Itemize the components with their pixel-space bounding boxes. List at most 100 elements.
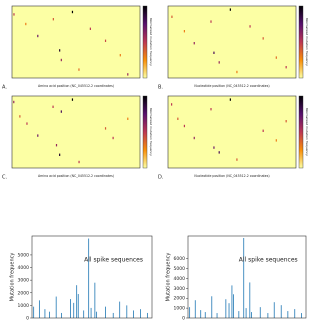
- colorbar: [142, 95, 148, 169]
- axes-frame: [167, 5, 297, 79]
- bar: [112, 312, 114, 318]
- y-tick-label: 2000: [18, 290, 30, 296]
- bar: [225, 299, 227, 318]
- heatmap-cell: [229, 98, 231, 101]
- plot-label: All spike sequences: [239, 257, 298, 264]
- bar: [44, 309, 46, 318]
- colorbar-label: Normalized mutation frequency: [305, 108, 309, 156]
- heatmap-cell: [285, 66, 287, 69]
- bar: [73, 302, 75, 318]
- heatmap-cell: [52, 18, 54, 21]
- bar: [76, 285, 78, 318]
- bar: [38, 300, 40, 318]
- plot-label: All spike sequences: [84, 257, 143, 264]
- bar: [249, 282, 251, 318]
- bar: [194, 300, 196, 318]
- bar: [146, 312, 148, 318]
- heatmap-cell: [285, 120, 287, 123]
- heatmap-background: [12, 96, 140, 168]
- colorbar: [298, 5, 304, 79]
- heatmap-cell: [37, 34, 39, 38]
- bar: [267, 313, 269, 318]
- panel-label: C.: [2, 175, 7, 181]
- bar: [294, 309, 296, 318]
- x-axis-label: Nucleotide position (NC_045512.2 coordin…: [194, 84, 269, 88]
- bar: [126, 305, 128, 318]
- heatmap-cell: [13, 13, 15, 16]
- x-axis-label: Nucleotide position (NC_045512.2 coordin…: [194, 174, 269, 178]
- y-tick-label: 5000: [18, 252, 30, 258]
- y-axis-label: Mutation frequency: [166, 253, 172, 302]
- heatmap-cell: [275, 56, 277, 59]
- heatmap-cell: [262, 37, 264, 40]
- bar: [238, 311, 240, 318]
- heatmap-cell: [275, 139, 277, 142]
- y-tick-label: 6000: [174, 256, 186, 262]
- bar: [61, 312, 62, 318]
- heatmap-cell: [229, 8, 231, 11]
- heatmap-cell: [104, 127, 107, 130]
- y-tick-label: 3000: [18, 278, 30, 284]
- heatmap-cell: [71, 98, 74, 101]
- bar: [49, 311, 50, 318]
- heatmap-cell: [262, 129, 264, 132]
- heatmap-cell: [52, 105, 54, 108]
- heatmap-cell: [210, 108, 212, 111]
- heatmap-cell: [13, 100, 15, 104]
- heatmap-cell: [37, 134, 39, 137]
- heatmap-cell: [218, 151, 220, 154]
- heatmap-cell: [19, 115, 21, 118]
- colorbar-label: Normalized mutation frequency: [305, 18, 309, 66]
- x-axis-label: Amino acid position (NC_045512.2 coordin…: [38, 174, 114, 178]
- heatmap-cell: [183, 124, 186, 128]
- heatmap-cell: [59, 49, 61, 52]
- y-tick-label: 3000: [174, 286, 186, 292]
- axes-frame: [187, 235, 307, 319]
- y-tick-label: 1000: [18, 303, 30, 309]
- heatmap-cell: [25, 22, 27, 26]
- colorbar: [142, 5, 148, 79]
- y-tick-label: 0: [26, 316, 29, 320]
- heatmap-cell: [104, 39, 107, 42]
- bar: [251, 312, 252, 318]
- bar: [273, 302, 275, 318]
- panel-label: A.: [2, 85, 7, 91]
- heatmap-cell: [60, 110, 62, 113]
- heatmap-cell: [26, 122, 28, 125]
- heatmap-background: [168, 96, 296, 168]
- heatmap-cell: [193, 136, 195, 140]
- heatmap-cell: [78, 68, 80, 71]
- heatmap-cell: [127, 73, 129, 76]
- heatmap-cell: [213, 146, 215, 149]
- bar: [301, 313, 302, 318]
- bar: [204, 312, 206, 318]
- bar: [119, 301, 121, 318]
- panel-label: B.: [158, 85, 163, 91]
- panel-label: D.: [158, 175, 164, 181]
- heatmap-cell: [249, 25, 251, 28]
- heatmap-background: [168, 6, 296, 78]
- y-axis-label: Mutation frequency: [10, 253, 16, 302]
- bar: [211, 296, 213, 318]
- bar: [228, 303, 230, 318]
- heatmap-cell: [236, 70, 238, 74]
- bar: [77, 294, 79, 318]
- bar: [140, 309, 141, 318]
- bar: [189, 307, 191, 318]
- heatmap-cell: [78, 160, 80, 164]
- bar: [133, 310, 134, 318]
- colorbar-label: Normalized mutation frequency: [149, 18, 153, 66]
- heatmap-cell: [210, 20, 212, 23]
- heatmap-background: [12, 6, 140, 78]
- bar: [96, 311, 98, 318]
- bar: [94, 282, 96, 318]
- colorbar-label: Normalized mutation frequency: [149, 108, 153, 156]
- x-axis-label: Amino acid position (NC_045512.2 coordin…: [38, 84, 114, 88]
- bar: [259, 307, 261, 318]
- heatmap-cell: [236, 158, 238, 161]
- y-tick-label: 1000: [174, 306, 186, 312]
- axes-frame: [11, 95, 141, 169]
- colorbar: [298, 95, 304, 169]
